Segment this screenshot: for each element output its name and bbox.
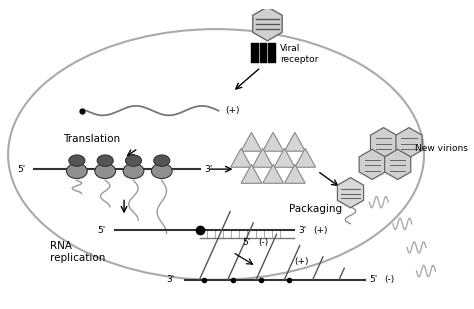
Text: (-): (-) bbox=[384, 275, 395, 284]
Text: 3': 3' bbox=[204, 165, 212, 174]
Polygon shape bbox=[263, 132, 283, 151]
Polygon shape bbox=[253, 7, 282, 41]
Polygon shape bbox=[284, 132, 305, 151]
Text: 5': 5' bbox=[97, 226, 105, 235]
Bar bbox=[251, 43, 259, 63]
Polygon shape bbox=[337, 178, 364, 208]
Text: New virions: New virions bbox=[415, 144, 467, 153]
Text: (-): (-) bbox=[258, 238, 268, 247]
Ellipse shape bbox=[123, 163, 144, 179]
Polygon shape bbox=[231, 148, 251, 167]
Polygon shape bbox=[252, 148, 273, 167]
Text: (+): (+) bbox=[313, 226, 327, 235]
Polygon shape bbox=[284, 164, 305, 183]
Ellipse shape bbox=[69, 155, 85, 166]
Text: 3': 3' bbox=[167, 275, 175, 284]
Bar bbox=[260, 43, 267, 63]
Text: 5': 5' bbox=[369, 275, 378, 284]
Ellipse shape bbox=[151, 163, 172, 179]
Text: 5': 5' bbox=[242, 238, 250, 247]
Text: Translation: Translation bbox=[63, 134, 120, 144]
Text: 3': 3' bbox=[299, 226, 307, 235]
Polygon shape bbox=[384, 149, 411, 180]
Polygon shape bbox=[274, 148, 295, 167]
Ellipse shape bbox=[66, 163, 87, 179]
Polygon shape bbox=[396, 128, 422, 158]
Polygon shape bbox=[295, 148, 316, 167]
Ellipse shape bbox=[154, 155, 170, 166]
Ellipse shape bbox=[95, 163, 116, 179]
Bar bbox=[268, 43, 276, 63]
Ellipse shape bbox=[126, 155, 142, 166]
Polygon shape bbox=[241, 164, 262, 183]
Polygon shape bbox=[263, 164, 283, 183]
Polygon shape bbox=[371, 128, 397, 158]
Text: 5': 5' bbox=[18, 165, 26, 174]
Text: (+): (+) bbox=[294, 257, 309, 266]
Text: Viral
receptor: Viral receptor bbox=[280, 44, 318, 64]
Polygon shape bbox=[359, 149, 385, 180]
Polygon shape bbox=[241, 132, 262, 151]
Ellipse shape bbox=[97, 155, 113, 166]
Text: Packaging: Packaging bbox=[289, 204, 342, 214]
Text: RNA
replication: RNA replication bbox=[50, 241, 106, 263]
Text: (+): (+) bbox=[225, 106, 239, 115]
